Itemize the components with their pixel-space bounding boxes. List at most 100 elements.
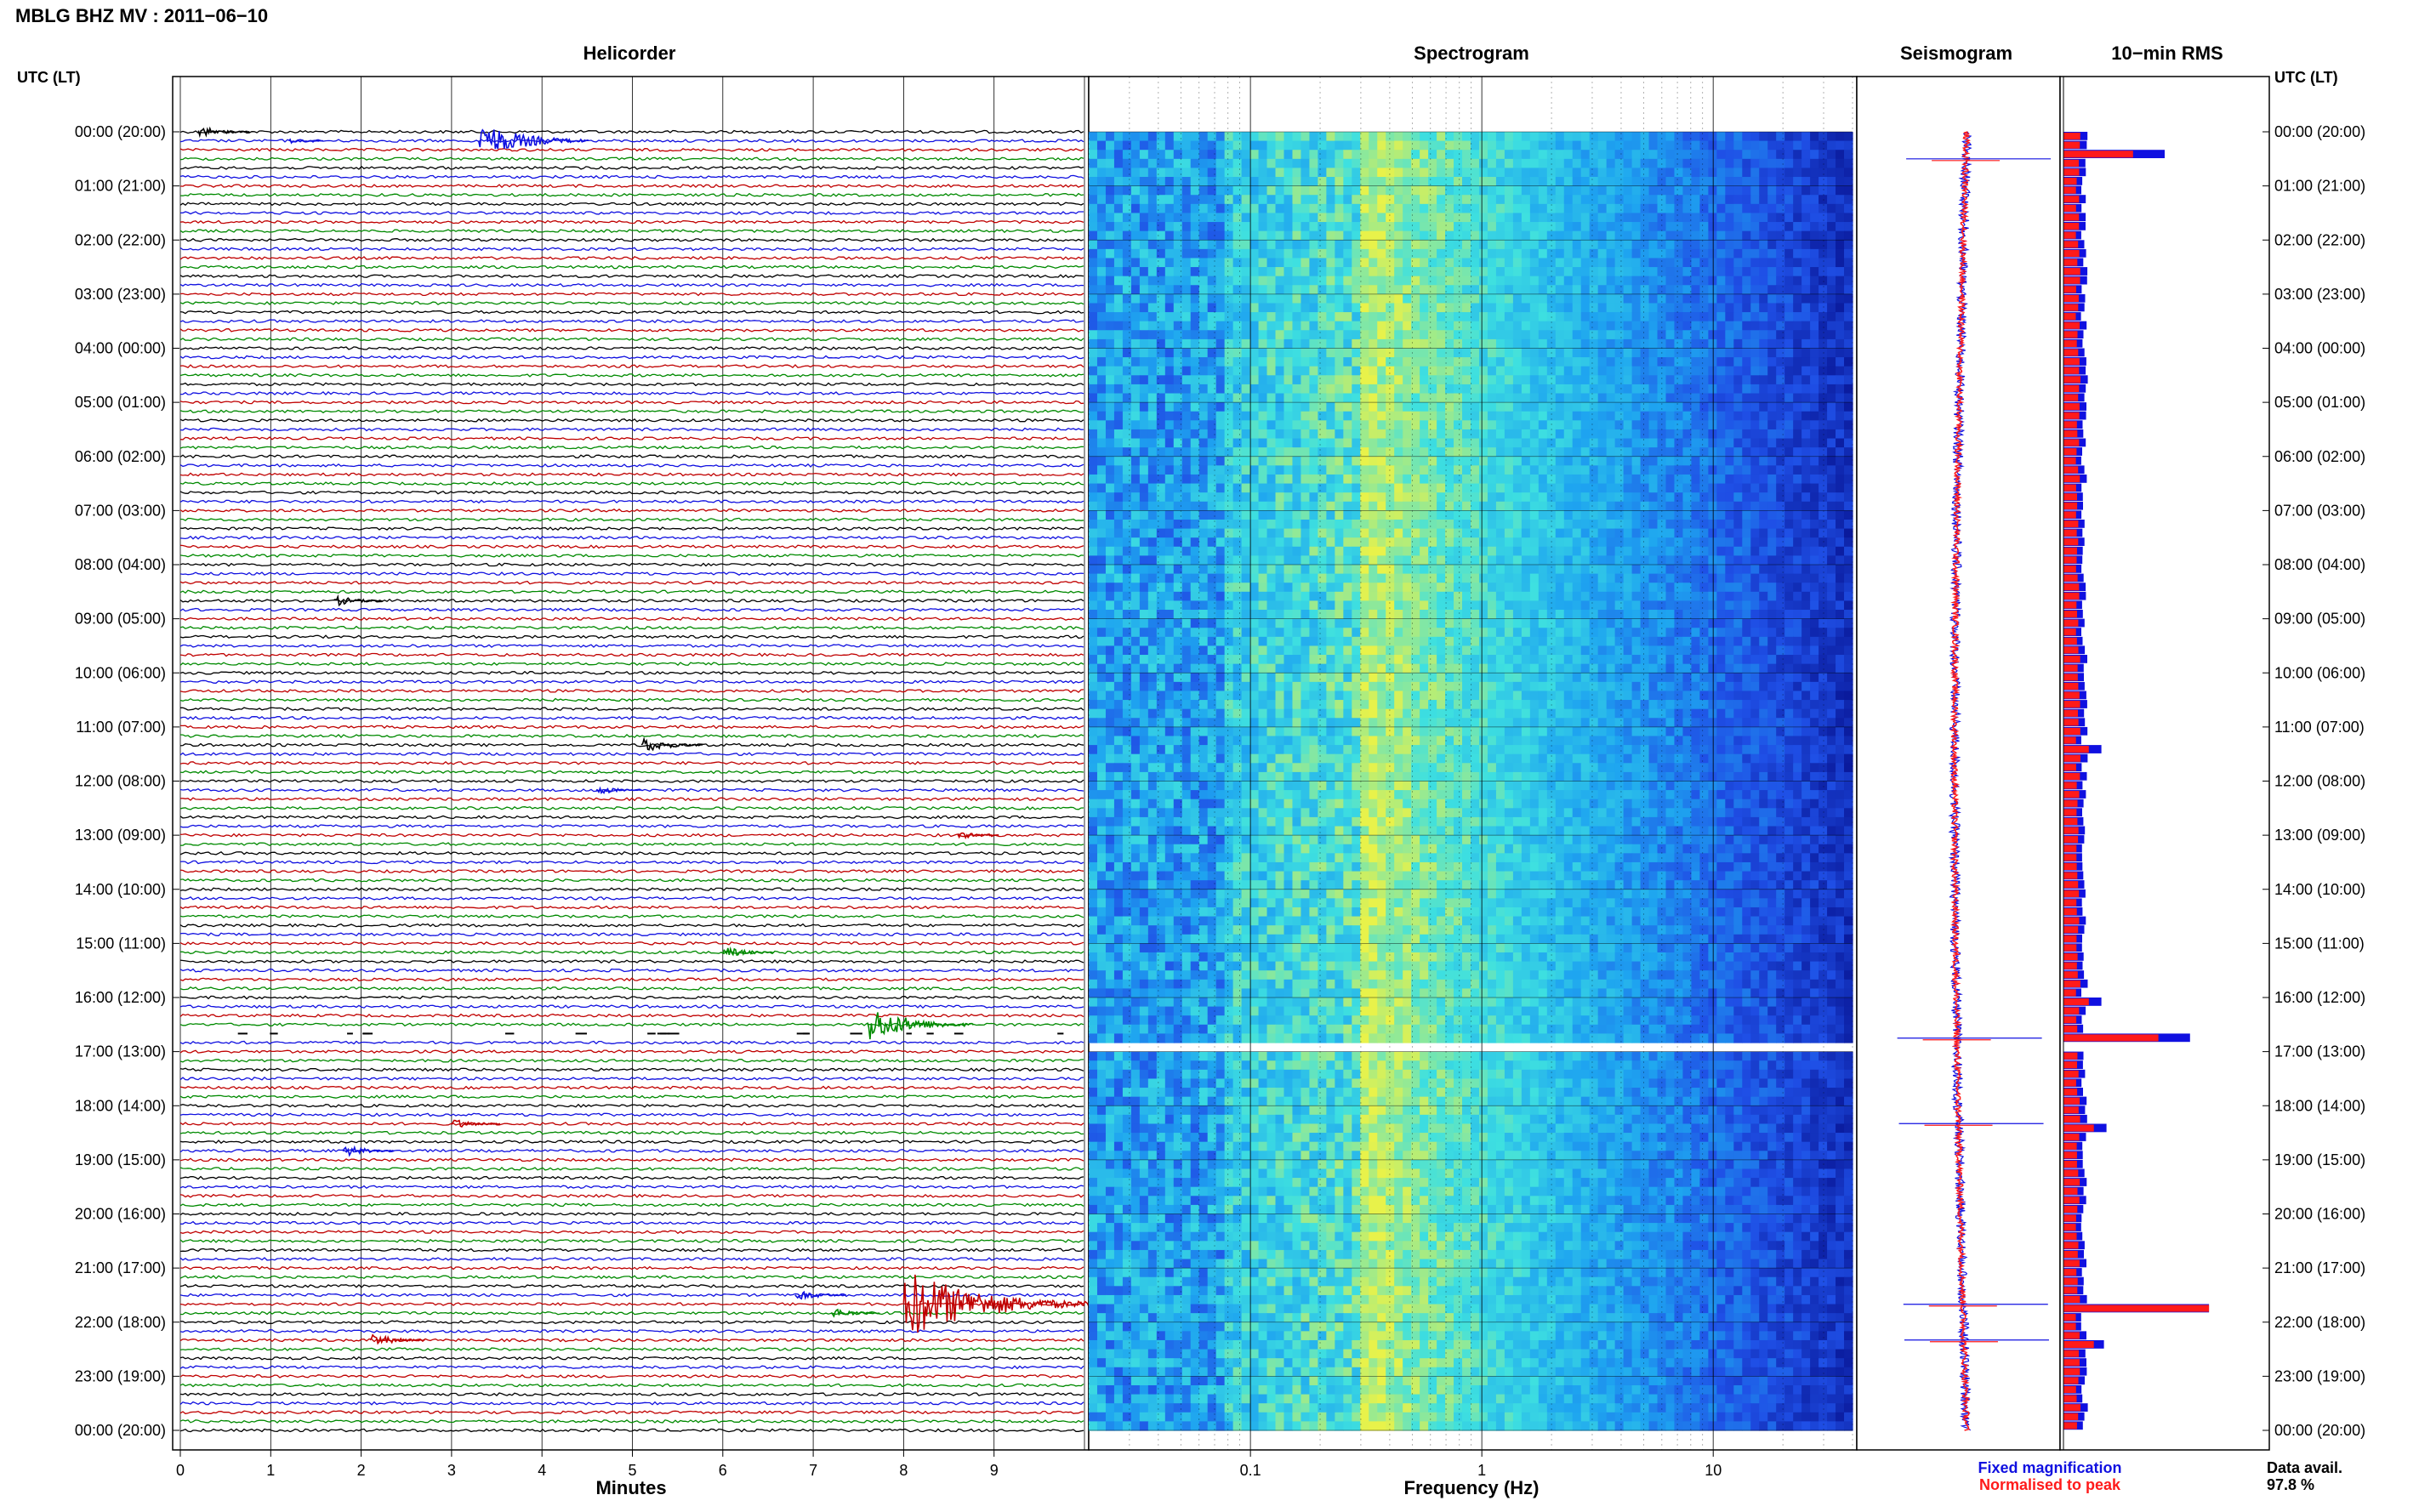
- spectrogram-cell: [1495, 132, 1505, 142]
- spectrogram-cell: [1708, 366, 1717, 376]
- spectrogram-cell: [1089, 519, 1098, 530]
- spectrogram-cell: [1122, 132, 1132, 142]
- spectrogram-cell: [1665, 303, 1676, 313]
- spectrogram-cell: [1784, 258, 1794, 268]
- spectrogram-cell: [1844, 177, 1853, 187]
- spectrogram-cell: [1640, 393, 1650, 403]
- spectrogram-cell: [1089, 240, 1098, 250]
- spectrogram-cell: [1767, 321, 1777, 331]
- helicorder-trace: [179, 436, 1084, 441]
- spectrogram-cell: [1181, 366, 1192, 376]
- spectrogram-cell: [1420, 303, 1429, 313]
- spectrogram-cell: [1623, 600, 1633, 611]
- spectrogram-cell: [1275, 185, 1285, 196]
- spectrogram-cell: [1232, 583, 1243, 593]
- spectrogram-cell: [1377, 438, 1386, 448]
- spectrogram-cell: [1096, 140, 1107, 151]
- spectrogram-cell: [1301, 411, 1311, 421]
- spectrogram-cell: [1096, 565, 1107, 575]
- spectrogram-cell: [1614, 528, 1625, 538]
- spectrogram-cell: [1827, 213, 1836, 223]
- spectrogram-cell: [1232, 519, 1243, 530]
- spectrogram-cell: [1164, 600, 1175, 611]
- spectrogram-cell: [1266, 393, 1277, 403]
- spectrogram-cell: [1478, 402, 1488, 412]
- spectrogram-cell: [1572, 132, 1582, 142]
- spectrogram-cell: [1113, 230, 1124, 241]
- spectrogram-cell: [1750, 573, 1760, 583]
- spectrogram-cell: [1190, 420, 1200, 430]
- spectrogram-cell: [1648, 348, 1659, 358]
- spectrogram-cell: [1130, 338, 1141, 350]
- helicorder-trace: [179, 400, 1084, 405]
- spectrogram-cell: [1827, 528, 1836, 538]
- spectrogram-cell: [1130, 555, 1141, 566]
- spectrogram-cell: [1793, 303, 1802, 313]
- spectrogram-cell: [1801, 465, 1811, 475]
- helicorder-trace: [179, 607, 1084, 612]
- spectrogram-cell: [1597, 375, 1608, 385]
- spectrogram-cell: [1369, 248, 1378, 259]
- spectrogram-cell: [1301, 185, 1311, 196]
- spectrogram-cell: [1521, 438, 1531, 448]
- spectrogram-cell: [1776, 456, 1785, 466]
- spectrogram-cell: [1096, 230, 1107, 241]
- spectrogram-cell: [1232, 456, 1243, 466]
- spectrogram-cell: [1139, 528, 1149, 538]
- spectrogram-cell: [1309, 285, 1318, 295]
- spectrogram-cell: [1589, 203, 1599, 214]
- spectrogram-cell: [1283, 348, 1294, 358]
- spectrogram-cell: [1403, 285, 1412, 295]
- spectrogram-cell: [1691, 348, 1700, 358]
- spectrogram-cell: [1819, 203, 1828, 214]
- spectrogram-cell: [1819, 267, 1828, 277]
- spectrogram-cell: [1725, 132, 1734, 142]
- spectrogram-cell: [1147, 140, 1158, 151]
- spectrogram-cell: [1767, 258, 1777, 268]
- spectrogram-cell: [1623, 420, 1633, 430]
- spectrogram-cell: [1113, 411, 1124, 421]
- spectrogram-cell: [1784, 312, 1794, 322]
- helicorder-trace: [179, 1265, 1084, 1270]
- spectrogram-cell: [1369, 375, 1378, 385]
- spectrogram-cell: [1691, 213, 1700, 223]
- spectrogram-cell: [1580, 555, 1591, 566]
- spectrogram-cell: [1733, 583, 1743, 593]
- spectrogram-cell: [1478, 312, 1488, 322]
- spectrogram-cell: [1784, 456, 1794, 466]
- spectrogram-cell: [1309, 230, 1318, 241]
- spectrogram-cell: [1241, 573, 1251, 583]
- spectrogram-cell: [1403, 248, 1412, 259]
- spectrogram-cell: [1224, 456, 1234, 466]
- spectrogram-cell: [1725, 555, 1734, 566]
- spectrogram-cell: [1733, 384, 1743, 395]
- spectrogram-cell: [1538, 510, 1548, 520]
- helicorder-trace: [179, 643, 1084, 648]
- spectrogram-cell: [1207, 573, 1217, 583]
- spectrogram-cell: [1504, 447, 1514, 458]
- spectrogram-cell: [1113, 312, 1124, 322]
- spectrogram-cell: [1512, 303, 1523, 313]
- spectrogram-cell: [1759, 565, 1768, 575]
- spectrogram-cell: [1437, 321, 1446, 331]
- spectrogram-cell: [1454, 501, 1463, 511]
- spectrogram-cell: [1580, 519, 1591, 530]
- spectrogram-cell: [1844, 303, 1853, 313]
- spectrogram-cell: [1725, 411, 1734, 421]
- helicorder-event: [957, 832, 999, 840]
- spectrogram-cell: [1538, 465, 1548, 475]
- spectrogram-cell: [1555, 185, 1565, 196]
- spectrogram-cell: [1478, 330, 1488, 340]
- spectrogram-cell: [1343, 528, 1352, 538]
- spectrogram-cell: [1352, 528, 1361, 538]
- spectrogram-cell: [1105, 168, 1115, 178]
- spectrogram-cell: [1521, 303, 1531, 313]
- spectrogram-cell: [1546, 132, 1557, 142]
- spectrogram-cell: [1640, 600, 1650, 611]
- spectrogram-cell: [1801, 519, 1811, 530]
- spectrogram-cell: [1589, 565, 1599, 575]
- spectrogram-cell: [1563, 583, 1574, 593]
- spectrogram-cell: [1487, 420, 1497, 430]
- spectrogram-cell: [1844, 510, 1853, 520]
- spectrogram-cell: [1819, 501, 1828, 511]
